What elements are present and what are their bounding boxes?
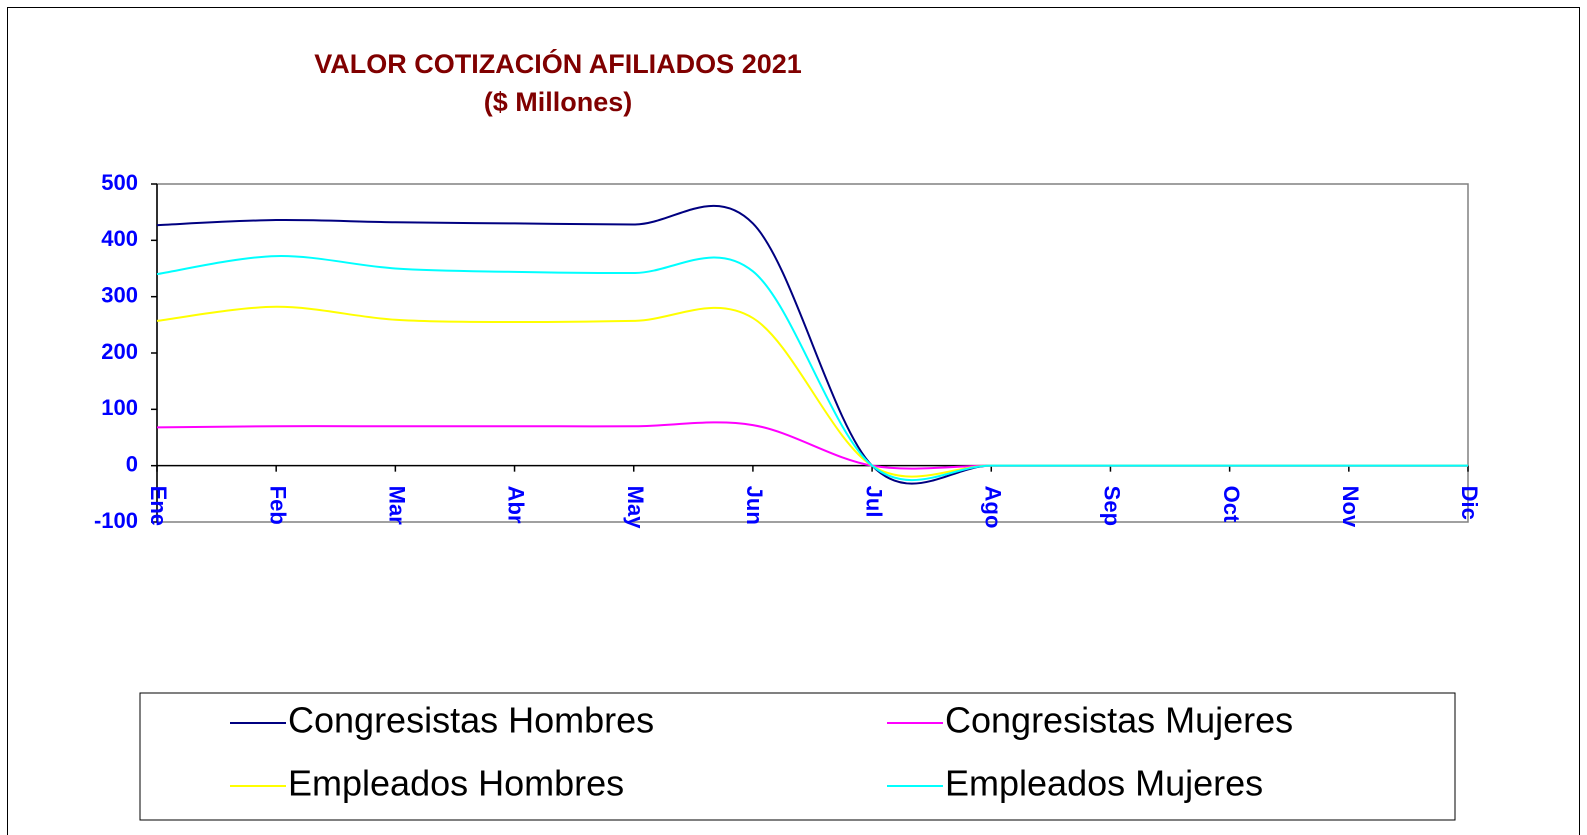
x-tick-label: Jul — [861, 486, 886, 518]
y-tick-label: 100 — [101, 395, 138, 420]
legend — [139, 692, 1456, 821]
legend-label: Empleados Mujeres — [945, 763, 1263, 804]
series-line — [156, 204, 1468, 485]
y-tick-label: 200 — [101, 339, 138, 364]
chart-title: VALOR COTIZACIÓN AFILIADOS 2021 — [314, 48, 802, 79]
x-tick-label: Nov — [1338, 486, 1363, 528]
legend-label: Congresistas Mujeres — [945, 700, 1293, 741]
x-tick-label: May — [623, 486, 648, 530]
y-tick-label: -100 — [94, 508, 138, 533]
x-tick-label: Sep — [1100, 486, 1125, 526]
x-tick-label: Jun — [742, 486, 767, 525]
x-tick-label: Ene — [146, 486, 171, 526]
y-tick-label: 400 — [101, 226, 138, 251]
x-tick-label: Oct — [1219, 486, 1244, 523]
series-line — [156, 421, 1468, 470]
x-tick-label: Feb — [265, 486, 290, 525]
series-line — [156, 305, 1468, 478]
series-line — [156, 255, 1468, 482]
x-tick-label: Mar — [385, 486, 410, 526]
legend-label: Congresistas Hombres — [288, 700, 654, 741]
chart-subtitle: ($ Millones) — [484, 87, 633, 117]
legend-label: Empleados Hombres — [288, 763, 624, 804]
y-tick-label: 0 — [126, 451, 138, 476]
x-tick-label: Abr — [504, 486, 529, 524]
page-border — [7, 7, 1580, 835]
plot-area — [156, 183, 1469, 523]
x-tick-label: Ago — [980, 486, 1005, 529]
x-tick-label: Dic — [1457, 486, 1482, 520]
y-tick-label: 500 — [101, 170, 138, 195]
y-tick-label: 300 — [101, 282, 138, 307]
